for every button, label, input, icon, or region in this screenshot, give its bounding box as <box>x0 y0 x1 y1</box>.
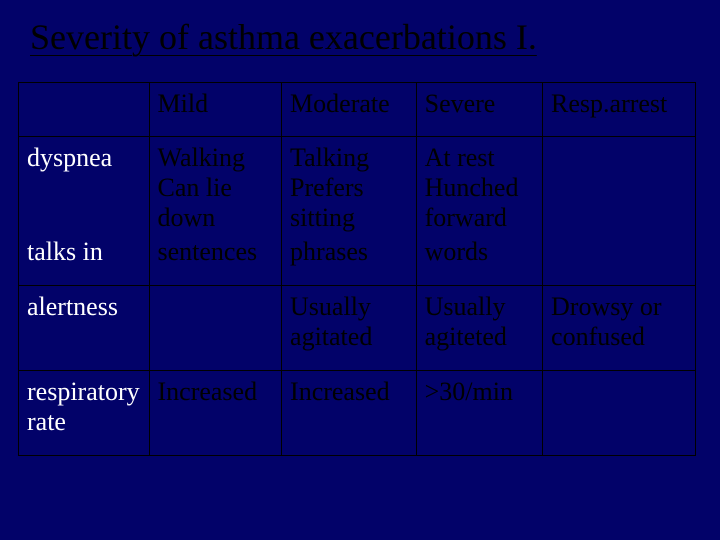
row-label-talks-in: talks in <box>19 237 150 285</box>
slide-title: Severity of asthma exacerbations I. <box>0 0 720 62</box>
cell-resprate-severe: >30/min <box>416 370 542 455</box>
cell-resprate-mild: Increased <box>149 370 282 455</box>
cell-talksin-resp <box>543 237 696 285</box>
table-row: talks in sentences phrases words <box>19 237 696 285</box>
cell-dyspnea-mild: WalkingCan lie down <box>149 137 282 237</box>
cell-dyspnea-resp <box>543 137 696 237</box>
cell-talksin-moderate: phrases <box>282 237 417 285</box>
header-moderate: Moderate <box>282 82 417 137</box>
row-label-respiratory-rate: respiratory rate <box>19 370 150 455</box>
header-severe: Severe <box>416 82 542 137</box>
cell-alertness-severe: Usually agiteted <box>416 286 542 371</box>
cell-talksin-mild: sentences <box>149 237 282 285</box>
slide: { "title": "Severity of asthma exacerbat… <box>0 0 720 540</box>
row-label-dyspnea: dyspnea <box>19 137 150 237</box>
cell-alertness-mild <box>149 286 282 371</box>
cell-talksin-severe: words <box>416 237 542 285</box>
table-row: respiratory rate Increased Increased >30… <box>19 370 696 455</box>
severity-table-container: Mild Moderate Severe Resp.arrest dyspnea… <box>0 62 720 456</box>
cell-alertness-resp: Drowsy or confused <box>543 286 696 371</box>
row-label-alertness: alertness <box>19 286 150 371</box>
cell-dyspnea-severe: At restHunched forward <box>416 137 542 237</box>
header-empty <box>19 82 150 137</box>
header-resp-arrest: Resp.arrest <box>543 82 696 137</box>
table-header-row: Mild Moderate Severe Resp.arrest <box>19 82 696 137</box>
cell-resprate-resp <box>543 370 696 455</box>
cell-dyspnea-moderate: TalkingPrefers sitting <box>282 137 417 237</box>
severity-table: Mild Moderate Severe Resp.arrest dyspnea… <box>18 82 696 456</box>
cell-alertness-moderate: Usually agitated <box>282 286 417 371</box>
table-row: alertness Usually agitated Usually agite… <box>19 286 696 371</box>
cell-resprate-moderate: Increased <box>282 370 417 455</box>
header-mild: Mild <box>149 82 282 137</box>
